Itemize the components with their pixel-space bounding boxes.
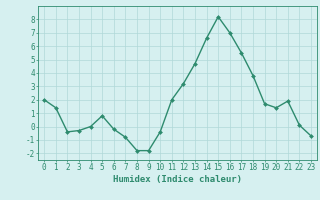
X-axis label: Humidex (Indice chaleur): Humidex (Indice chaleur) <box>113 175 242 184</box>
